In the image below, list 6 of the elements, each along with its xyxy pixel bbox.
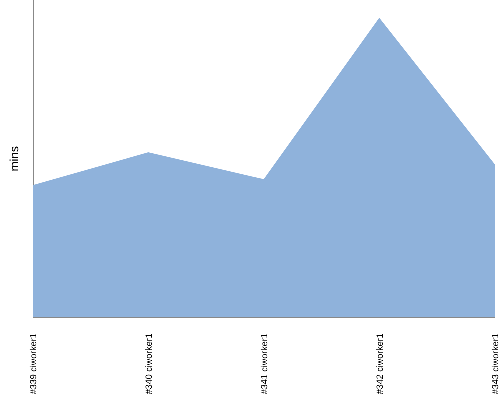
x-tick-label: #343 ciworker1 <box>490 334 500 395</box>
x-tick-label: #340 ciworker1 <box>144 334 154 395</box>
y-axis-title: mins <box>8 146 22 172</box>
x-tick-label: #341 ciworker1 <box>260 334 270 395</box>
x-tick-label: #339 ciworker1 <box>28 334 38 395</box>
x-tick-label: #342 ciworker1 <box>375 334 385 395</box>
